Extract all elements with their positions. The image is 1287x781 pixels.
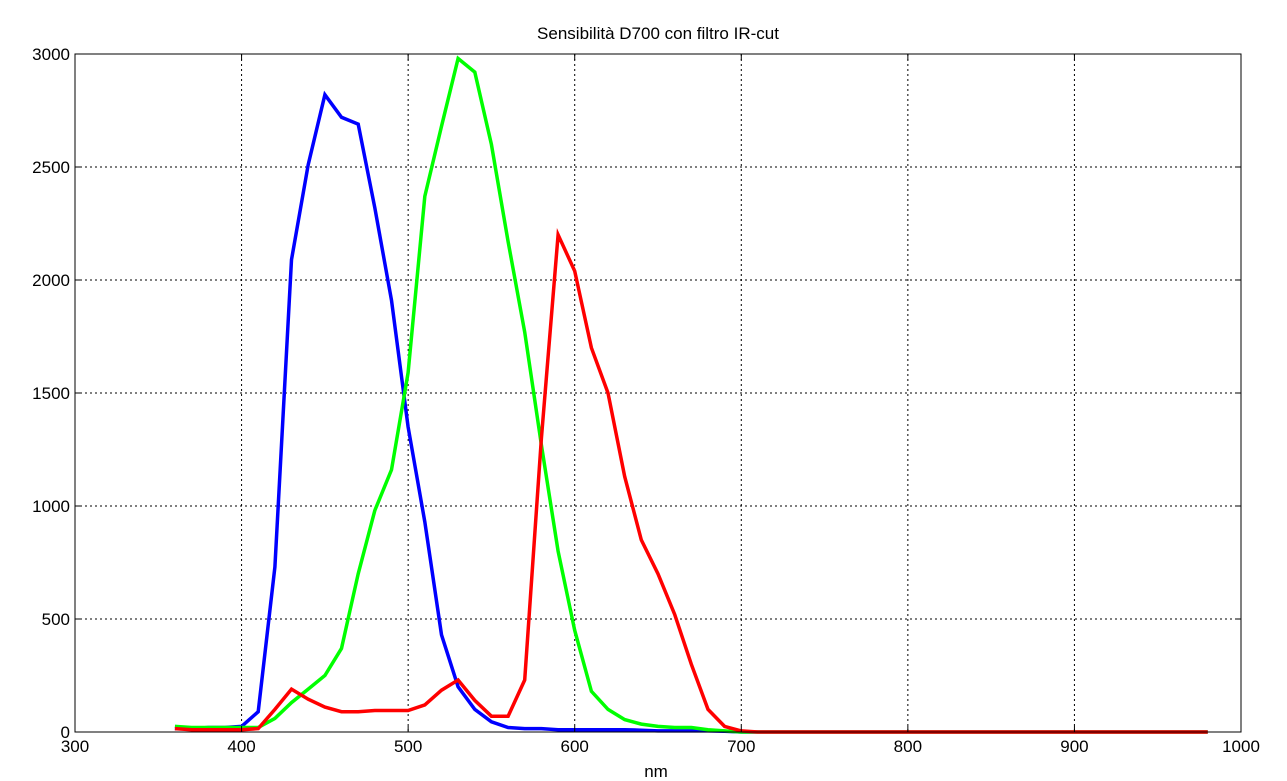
y-tick-label: 500	[42, 610, 70, 629]
red-series-line	[174, 227, 1208, 734]
green-series-line	[174, 55, 1208, 734]
y-tick-label: 3000	[32, 45, 70, 64]
x-tick-label: 700	[727, 737, 755, 756]
x-tick-label: 800	[894, 737, 922, 756]
x-tick-label: 1000	[1222, 737, 1260, 756]
blue-series-line	[174, 90, 1208, 734]
y-tick-label: 1500	[32, 384, 70, 403]
y-tick-label: 0	[61, 723, 70, 742]
x-axis-label: nm	[644, 762, 668, 781]
x-tick-label: 400	[227, 737, 255, 756]
series-lines	[174, 55, 1208, 734]
y-tick-label: 1000	[32, 497, 70, 516]
x-tick-label: 600	[561, 737, 589, 756]
chart-title: Sensibilità D700 con filtro IR-cut	[537, 24, 779, 43]
x-tick-label: 300	[61, 737, 89, 756]
y-tick-label: 2500	[32, 158, 70, 177]
x-tick-label: 900	[1060, 737, 1088, 756]
grid	[75, 54, 1241, 732]
ticks: 300 400 500 600 700 800 900 1000 0 500 1000 1500 200…	[32, 45, 1260, 756]
y-tick-label: 2000	[32, 271, 70, 290]
x-tick-label: 500	[394, 737, 422, 756]
